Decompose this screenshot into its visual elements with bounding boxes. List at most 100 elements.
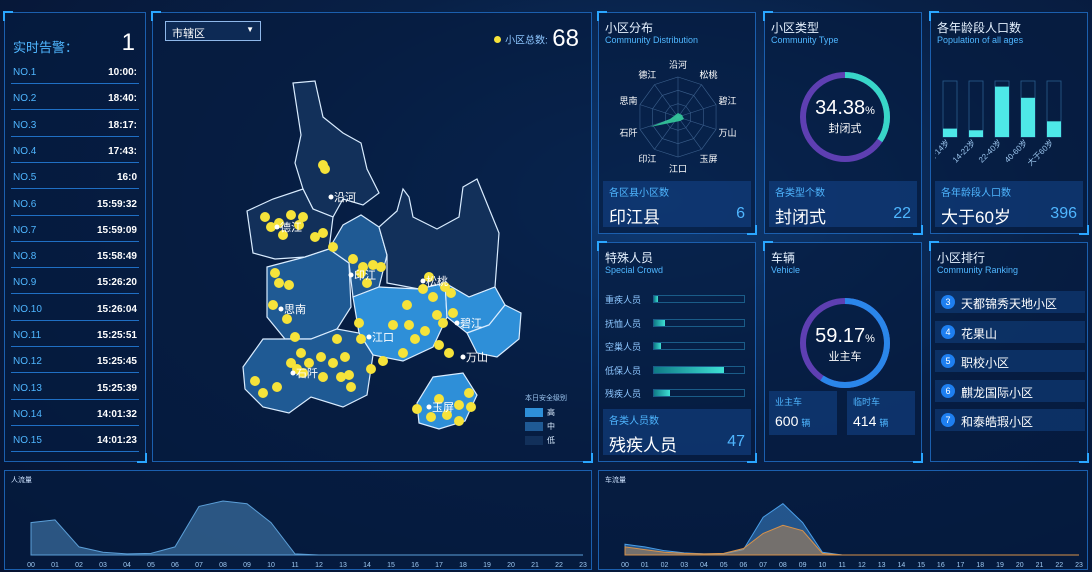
community-dot[interactable]	[294, 220, 304, 230]
community-dot[interactable]	[426, 412, 436, 422]
ranking-item[interactable]: 3 天都锦秀天地小区	[935, 291, 1085, 313]
community-dot[interactable]	[362, 278, 372, 288]
community-dot[interactable]	[284, 280, 294, 290]
alert-row[interactable]: NO.5 16:0	[11, 166, 139, 190]
community-dot[interactable]	[376, 262, 386, 272]
community-dot[interactable]	[446, 288, 456, 298]
community-dot[interactable]	[260, 212, 270, 222]
ranking-item[interactable]: 7 和泰皓瑕小区	[935, 409, 1085, 431]
community-dot[interactable]	[344, 370, 354, 380]
community-dot[interactable]	[448, 308, 458, 318]
community-dot[interactable]	[418, 284, 428, 294]
radar-label: 玉屏	[700, 154, 718, 164]
alert-row[interactable]: NO.9 15:26:20	[11, 271, 139, 295]
community-dot[interactable]	[466, 402, 476, 412]
community-dot[interactable]	[438, 318, 448, 328]
region-wanshan[interactable]	[466, 304, 522, 358]
community-dot[interactable]	[318, 228, 328, 238]
community-dot[interactable]	[442, 410, 452, 420]
age-population-title: 各年龄段人口数	[937, 21, 1022, 35]
community-dot[interactable]	[434, 394, 444, 404]
alert-row[interactable]: NO.12 15:25:45	[11, 350, 139, 374]
community-dot[interactable]	[296, 348, 306, 358]
community-dot[interactable]	[378, 356, 388, 366]
community-dot[interactable]	[316, 352, 326, 362]
community-dot[interactable]	[310, 232, 320, 242]
community-dot[interactable]	[358, 262, 368, 272]
hour-tick-label: 00	[621, 562, 629, 569]
community-dot[interactable]	[336, 372, 346, 382]
community-dot[interactable]	[444, 348, 454, 358]
alert-row[interactable]: NO.13 15:25:39	[11, 377, 139, 400]
alert-row[interactable]: NO.7 15:59:09	[11, 219, 139, 242]
region-shiqian[interactable]	[242, 328, 374, 414]
community-dot[interactable]	[412, 404, 422, 414]
community-dot[interactable]	[404, 320, 414, 330]
community-dot[interactable]	[318, 160, 328, 170]
community-dot[interactable]	[434, 340, 444, 350]
community-dot[interactable]	[298, 212, 308, 222]
community-dot[interactable]	[348, 254, 358, 264]
community-dot[interactable]	[282, 314, 292, 324]
alert-row[interactable]: NO.1 10:00:	[11, 61, 139, 84]
community-dot[interactable]	[328, 242, 338, 252]
alert-row[interactable]: NO.8 15:58:49	[11, 245, 139, 269]
community-dot[interactable]	[340, 352, 350, 362]
community-dot[interactable]	[268, 300, 278, 310]
community-dot[interactable]	[332, 334, 342, 344]
community-dot[interactable]	[454, 400, 464, 410]
age-bar-frame	[968, 80, 984, 138]
ranking-item[interactable]: 5 职校小区	[935, 350, 1085, 372]
community-dot[interactable]	[366, 364, 376, 374]
region-yanhe[interactable]	[292, 80, 380, 218]
alert-row[interactable]: NO.4 17:43:	[11, 140, 139, 163]
alert-row[interactable]: NO.15 14:01:23	[11, 429, 139, 453]
community-dot[interactable]	[266, 222, 276, 232]
ranking-item[interactable]: 4 花果山	[935, 320, 1085, 343]
community-dot[interactable]	[410, 334, 420, 344]
community-dot[interactable]	[290, 332, 300, 342]
community-dot[interactable]	[428, 292, 438, 302]
ranking-item[interactable]: 6 麒龙国际小区	[935, 379, 1085, 402]
community-dot[interactable]	[402, 300, 412, 310]
community-dot[interactable]	[286, 210, 296, 220]
community-dot[interactable]	[298, 368, 308, 378]
community-dot[interactable]	[346, 382, 356, 392]
community-dot[interactable]	[304, 358, 314, 368]
alert-row[interactable]: NO.14 14:01:32	[11, 403, 139, 426]
community-dot[interactable]	[270, 268, 280, 278]
region-songtao[interactable]	[378, 178, 500, 298]
community-dot[interactable]	[258, 388, 268, 398]
community-dot[interactable]	[274, 278, 284, 288]
community-dot[interactable]	[432, 310, 442, 320]
crowd-bar-label: 残疾人员	[605, 389, 642, 399]
region-yuping[interactable]	[416, 372, 478, 430]
community-dot[interactable]	[398, 348, 408, 358]
alert-row[interactable]: NO.3 18:17:	[11, 114, 139, 137]
alert-row[interactable]: NO.2 18:40:	[11, 87, 139, 111]
radar-area	[650, 113, 684, 127]
community-dot[interactable]	[464, 388, 474, 398]
community-dot[interactable]	[354, 318, 364, 328]
community-dot[interactable]	[420, 326, 430, 336]
alert-row[interactable]: NO.6 15:59:32	[11, 193, 139, 216]
alert-row[interactable]: NO.11 15:25:51	[11, 324, 139, 347]
community-dot[interactable]	[328, 358, 338, 368]
ring-arc	[800, 298, 890, 388]
community-dot[interactable]	[272, 382, 282, 392]
community-dot[interactable]	[454, 416, 464, 426]
community-dot[interactable]	[388, 320, 398, 330]
community-dot[interactable]	[368, 260, 378, 270]
map-total: 小区总数: 68	[493, 25, 579, 53]
community-dot[interactable]	[278, 230, 288, 240]
community-dot[interactable]	[356, 334, 366, 344]
region-dejiang[interactable]	[246, 188, 334, 260]
community-dot[interactable]	[424, 272, 434, 282]
district-select[interactable]: 市辖区 ▼	[165, 21, 261, 41]
community-dot[interactable]	[318, 372, 328, 382]
community-dot[interactable]	[250, 376, 260, 386]
region-sinan[interactable]	[266, 248, 352, 340]
alert-row[interactable]: NO.10 15:26:04	[11, 298, 139, 321]
